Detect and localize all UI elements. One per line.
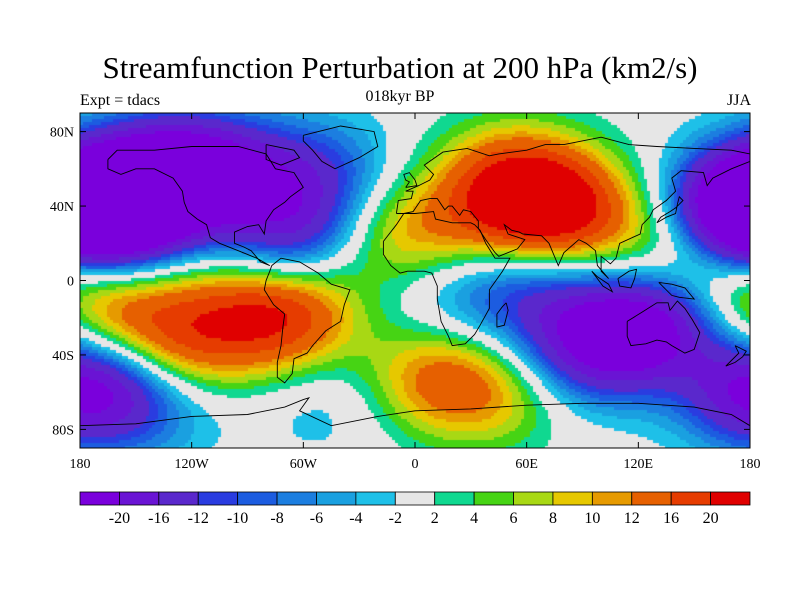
colorbar-swatch xyxy=(197,491,239,506)
colorbar-swatch xyxy=(591,491,633,506)
new-zealand-coast xyxy=(725,345,747,367)
colorbar-label: 16 xyxy=(663,510,679,527)
chart-title: Streamfunction Perturbation at 200 hPa (… xyxy=(102,50,698,85)
british-isles-coast xyxy=(403,172,418,188)
greenland-coast xyxy=(302,125,379,170)
colorbar-swatch xyxy=(434,491,475,506)
sumatra-coast xyxy=(591,270,614,293)
colorbar-swatch xyxy=(119,491,160,506)
colorbar-swatch xyxy=(316,491,357,506)
x-tick-label: 120W xyxy=(175,457,210,472)
colorbar-label: 10 xyxy=(584,510,600,527)
y-tick-label: 80S xyxy=(52,423,74,438)
season-label: JJA xyxy=(726,92,751,109)
colorbar-swatch xyxy=(394,491,436,506)
africa-coast xyxy=(382,211,511,347)
colorbar-label: 4 xyxy=(470,510,478,527)
coastlines xyxy=(80,125,750,427)
experiment-label: Expt = tdacs xyxy=(80,92,161,109)
colorbar-label: -16 xyxy=(148,510,169,527)
colorbar-swatch xyxy=(355,491,396,506)
colorbar-swatch xyxy=(79,491,120,506)
colorbar-label: 12 xyxy=(624,510,640,527)
colorbar-swatch xyxy=(276,491,317,506)
x-tick-label: 120E xyxy=(624,457,654,472)
colorbar-label: 20 xyxy=(703,510,719,527)
colorbar-swatch xyxy=(158,491,199,506)
australia-coast xyxy=(626,300,701,354)
y-tick-label: 40S xyxy=(52,349,74,364)
south-america-coast xyxy=(263,257,351,384)
new-guinea-coast xyxy=(658,281,696,300)
baffin-coast xyxy=(265,144,301,166)
colorbar-swatch xyxy=(552,491,593,506)
y-tick-label: 0 xyxy=(67,275,74,290)
x-tick-label: 0 xyxy=(412,457,419,472)
colorbar: -20 -16 -12 -10 -8 -6 -4 -2 2 4 6 8 10 12 16 20 xyxy=(79,491,751,527)
x-tick-label: 180 xyxy=(70,457,91,472)
japan-coast xyxy=(656,195,684,224)
colorbar-label: 8 xyxy=(549,510,557,527)
madagascar-coast xyxy=(496,302,509,328)
period-label: 018kyr BP xyxy=(365,88,435,105)
colorbar-swatch xyxy=(670,491,711,506)
borneo-coast xyxy=(617,268,638,289)
colorbar-label: -4 xyxy=(349,510,362,527)
colorbar-label: -6 xyxy=(310,510,323,527)
eurasia-coast xyxy=(395,136,750,279)
colorbar-swatch xyxy=(473,491,514,506)
map-axes: 180 120W 60W 0 60E 120E 180 80N 40N 0 40S 80S xyxy=(50,113,761,472)
colorbar-swatch xyxy=(513,491,554,506)
contour-field xyxy=(80,113,750,448)
x-tick-label: 60W xyxy=(290,457,318,472)
colorbar-label: -12 xyxy=(188,510,209,527)
antarctica-coast xyxy=(80,396,750,427)
colorbar-swatch xyxy=(710,491,751,506)
colorbar-swatch xyxy=(237,491,278,506)
colorbar-label: -10 xyxy=(227,510,248,527)
north-america-coast xyxy=(107,146,304,267)
colorbar-label: 2 xyxy=(431,510,439,527)
y-tick-label: 40N xyxy=(50,200,74,215)
colorbar-label: -8 xyxy=(270,510,283,527)
y-tick-label: 80N xyxy=(50,126,74,141)
colorbar-label: -2 xyxy=(389,510,402,527)
colorbar-label: -20 xyxy=(109,510,130,527)
x-tick-label: 60E xyxy=(515,457,538,472)
x-tick-label: 180 xyxy=(740,457,761,472)
contour-raster xyxy=(80,113,750,448)
colorbar-label: 6 xyxy=(510,510,518,527)
colorbar-swatch xyxy=(631,491,672,506)
